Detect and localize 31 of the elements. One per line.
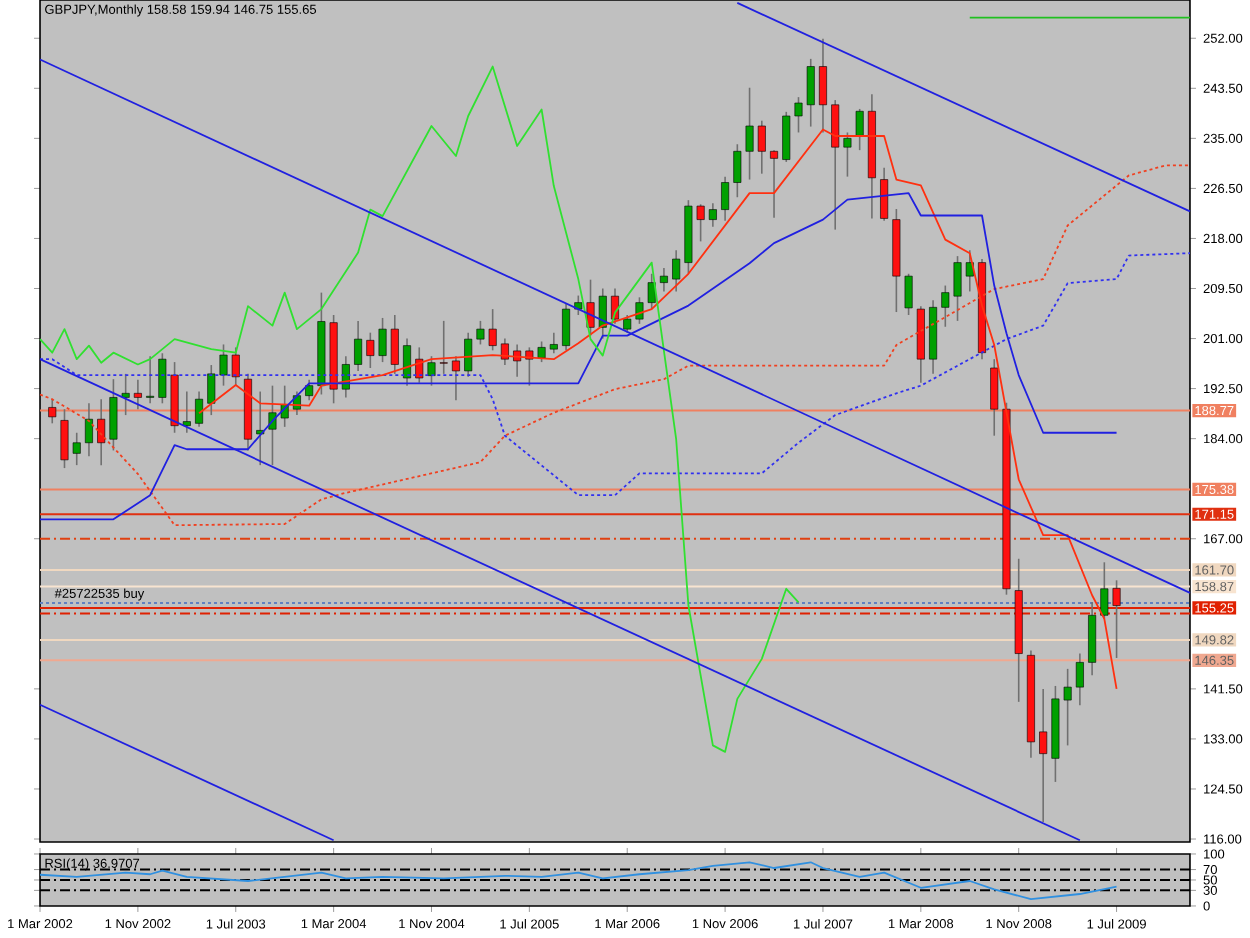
candlestick	[733, 143, 742, 199]
candlestick	[562, 302, 571, 352]
candlestick	[121, 373, 130, 416]
candlestick	[403, 337, 411, 387]
candlestick	[672, 249, 681, 293]
candlestick	[513, 343, 522, 378]
candlestick	[549, 331, 558, 355]
line-series	[39, 252, 1191, 497]
candlestick	[880, 167, 889, 222]
candlestick	[500, 337, 509, 366]
candlestick	[354, 320, 363, 372]
candlestick	[1039, 688, 1048, 823]
candlestick	[305, 378, 314, 402]
candlestick	[48, 398, 57, 425]
candlestick	[84, 402, 93, 458]
candlestick	[1088, 601, 1097, 677]
candlestick	[855, 108, 864, 151]
candlestick	[451, 355, 460, 402]
candlestick	[133, 378, 142, 410]
candlestick	[659, 267, 668, 293]
candlestick	[770, 149, 778, 219]
line-series	[39, 65, 800, 753]
candlestick	[721, 175, 730, 222]
candlestick	[256, 390, 265, 466]
line-series	[39, 861, 1118, 901]
candlestick	[819, 38, 827, 134]
line-series	[39, 164, 1191, 527]
candlestick	[146, 355, 155, 405]
candlestick	[708, 202, 717, 228]
candlestick	[195, 390, 204, 428]
candlestick	[1075, 652, 1084, 707]
